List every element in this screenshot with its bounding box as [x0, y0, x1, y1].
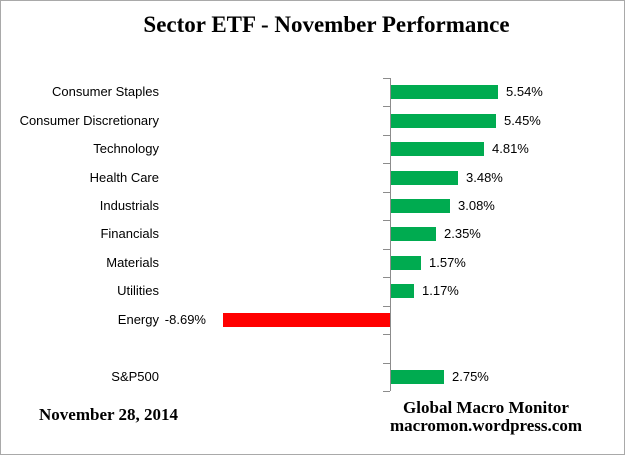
axis-tick — [383, 163, 390, 164]
category-label: Technology — [93, 141, 159, 156]
axis-tick — [383, 391, 390, 392]
value-label: 3.48% — [466, 170, 503, 185]
value-label: 3.08% — [458, 198, 495, 213]
source-url: macromon.wordpress.com — [389, 416, 582, 435]
axis-tick — [383, 220, 390, 221]
axis-tick — [383, 277, 390, 278]
axis-tick — [383, 78, 390, 79]
category-label: Financials — [100, 226, 159, 241]
category-label: Industrials — [99, 198, 159, 213]
value-label: 4.81% — [492, 141, 529, 156]
axis-tick — [383, 106, 390, 107]
category-label: Materials — [106, 255, 159, 270]
value-label: 1.57% — [429, 255, 466, 270]
bar-utilities — [391, 284, 414, 298]
axis-tick — [383, 135, 390, 136]
value-label: -8.69% — [164, 312, 206, 327]
category-label: Utilities — [117, 283, 159, 298]
axis-tick — [383, 306, 390, 307]
value-label: 2.35% — [444, 226, 481, 241]
axis-tick — [383, 363, 390, 364]
axis-tick — [383, 249, 390, 250]
bar-industrials — [391, 199, 450, 213]
bar-consumer-discretionary — [391, 114, 496, 128]
value-label: 5.54% — [506, 84, 543, 99]
bar-health-care — [391, 171, 458, 185]
chart-title: Sector ETF - November Performance — [143, 12, 510, 37]
bar-consumer-staples — [391, 85, 498, 99]
category-label: Consumer Discretionary — [19, 113, 159, 128]
bar-technology — [391, 142, 484, 156]
bar-energy — [223, 313, 390, 327]
category-label: Energy — [117, 312, 159, 327]
axis-tick — [383, 192, 390, 193]
source-name: Global Macro Monitor — [403, 398, 569, 417]
category-label: Health Care — [89, 170, 159, 185]
value-label: 1.17% — [422, 283, 459, 298]
bar-materials — [391, 256, 421, 270]
value-label: 5.45% — [504, 113, 541, 128]
bar-financials — [391, 227, 436, 241]
category-axis-line — [390, 78, 391, 391]
bar-s-p500 — [391, 370, 444, 384]
axis-tick — [383, 334, 390, 335]
category-label: Consumer Staples — [52, 84, 159, 99]
source-attribution: Global Macro Monitor macromon.wordpress.… — [361, 399, 611, 435]
footer-date: November 28, 2014 — [39, 405, 178, 424]
value-label: 2.75% — [452, 369, 489, 384]
category-label: S&P500 — [111, 369, 159, 384]
